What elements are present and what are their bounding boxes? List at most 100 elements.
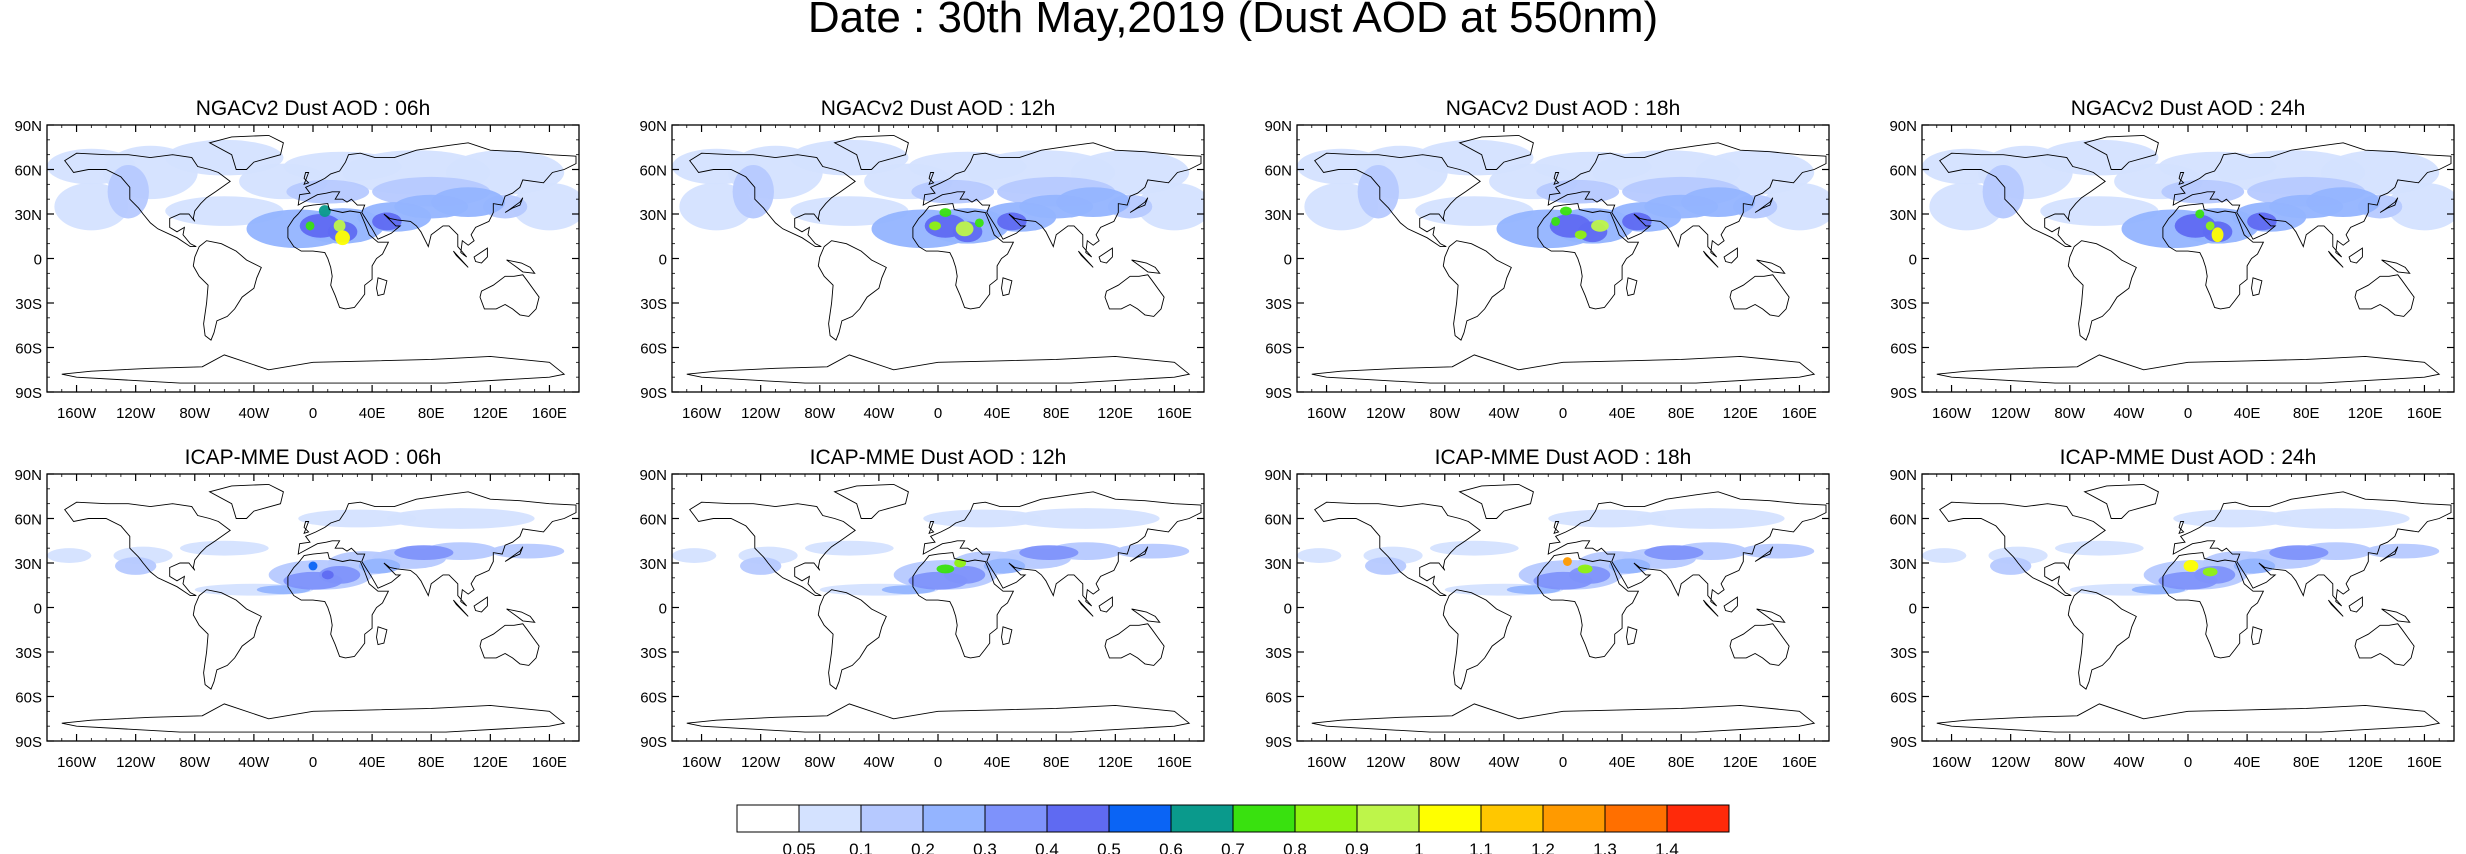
aod-contour-patch	[305, 221, 315, 231]
colorbar-label: 1.3	[1593, 840, 1617, 854]
lon-label: 160E	[1157, 405, 1192, 422]
coastline	[1104, 623, 1165, 666]
coastline-layer	[1311, 483, 1827, 733]
lat-label: 0	[1284, 601, 1292, 618]
coastline	[287, 552, 390, 659]
lat-label: 90S	[15, 734, 42, 751]
coastline	[2379, 546, 2399, 562]
coastline	[1314, 152, 1481, 248]
coastline	[1553, 172, 1560, 186]
map-panel: ICAP-MME Dust AOD : 18h 90N 60N 30N 0 30S 60S 9…	[1264, 446, 1830, 771]
aod-contour-patch	[286, 179, 370, 204]
coastline	[303, 172, 310, 186]
colorbar-label: 0.4	[1035, 840, 1059, 854]
lon-label: 160E	[1157, 754, 1192, 771]
aod-contour-patch	[732, 165, 774, 219]
panel-title: ICAP-MME Dust AOD : 12h	[810, 446, 1067, 469]
coastline	[2178, 172, 2185, 186]
colorbar-label: 0.3	[973, 840, 997, 854]
coastline	[2162, 552, 2265, 659]
coastline	[287, 203, 390, 310]
coastline	[453, 599, 469, 617]
coastline	[506, 608, 536, 623]
coastline	[2379, 197, 2399, 213]
coastline	[1547, 491, 1827, 607]
coastline	[1442, 240, 1512, 341]
lon-label: 40W	[863, 405, 895, 422]
coastline-layer	[61, 483, 577, 733]
lat-label: 30N	[1264, 556, 1292, 573]
aod-contour-patch	[1762, 182, 1829, 231]
lon-label: 120W	[1991, 754, 2031, 771]
lon-label: 160E	[1782, 405, 1817, 422]
lat-label: 90S	[1265, 734, 1292, 751]
coastline	[922, 491, 1202, 607]
lat-label: 0	[659, 601, 667, 618]
aod-contour-patch	[114, 557, 157, 575]
aod-contour-patch	[1982, 165, 2024, 219]
map-panels: NGACv2 Dust AOD : 06h 90N 60N 30N 0 30S 60S 90S…	[14, 97, 2455, 771]
lon-label: 0	[2184, 754, 2192, 771]
lon-label: 160W	[682, 405, 722, 422]
aod-contour-patch	[1563, 557, 1572, 566]
coastline	[506, 259, 536, 274]
lat-label: 0	[34, 601, 42, 618]
coastline	[1723, 247, 1738, 264]
lat-label: 90S	[640, 385, 667, 402]
lon-label: 40E	[359, 405, 386, 422]
lat-label: 30N	[639, 207, 667, 224]
coastline	[1314, 501, 1481, 597]
lon-label: 160W	[57, 405, 97, 422]
aod-contour-patch	[431, 187, 506, 217]
coastline	[1129, 197, 1149, 213]
coastline	[1939, 501, 2106, 597]
map-panel: ICAP-MME Dust AOD : 06h 90N 60N 30N 0 30S 60S 9…	[14, 446, 580, 771]
coastline	[2251, 277, 2263, 297]
coastline	[912, 552, 1015, 659]
lon-label: 120W	[116, 754, 156, 771]
lon-label: 80E	[2293, 405, 2320, 422]
coastline	[1754, 546, 1774, 562]
coastline	[1098, 247, 1113, 264]
coastline	[689, 501, 856, 597]
aod-contour-patch	[983, 558, 1026, 574]
coastline	[1626, 277, 1638, 297]
coastline	[2328, 250, 2344, 268]
aod-contour-patch	[298, 509, 417, 528]
aod-contour-patch	[911, 179, 995, 204]
lon-label: 40W	[2113, 754, 2145, 771]
aod-contour-patch	[1115, 543, 1190, 559]
aod-contour-patch	[321, 570, 334, 580]
lat-label: 90N	[14, 467, 42, 484]
lon-label: 160W	[1307, 754, 1347, 771]
lon-label: 80W	[804, 405, 836, 422]
coastline	[1458, 483, 1534, 519]
coastline	[64, 501, 231, 597]
coastline	[2172, 142, 2452, 258]
lon-label: 120W	[741, 405, 781, 422]
aod-contour-patch	[939, 208, 952, 217]
coastline	[928, 521, 935, 535]
coastline	[686, 703, 1191, 733]
colorbar-box	[1666, 804, 1730, 833]
lat-label: 90N	[1264, 467, 1292, 484]
dust-aod-field	[1297, 125, 1829, 392]
lon-label: 120E	[473, 405, 508, 422]
dust-aod-field	[1922, 125, 2454, 392]
lon-label: 40W	[863, 754, 895, 771]
aod-contour-patch	[1560, 206, 1572, 216]
lat-label: 60S	[640, 690, 667, 707]
aod-contour-patch	[943, 565, 986, 584]
coastline	[2354, 274, 2415, 317]
colorbar-label: 1.1	[1469, 840, 1493, 854]
aod-contour-patch	[1577, 564, 1593, 574]
coastline-layer	[1936, 483, 2452, 733]
lat-label: 30N	[1889, 207, 1917, 224]
panel-title: NGACv2 Dust AOD : 12h	[821, 97, 1056, 120]
coastline	[1129, 546, 1149, 562]
coastline	[192, 240, 262, 341]
lon-label: 0	[934, 754, 942, 771]
coastline	[208, 483, 284, 519]
aod-contour-patch	[386, 508, 535, 529]
coastline	[473, 596, 488, 613]
